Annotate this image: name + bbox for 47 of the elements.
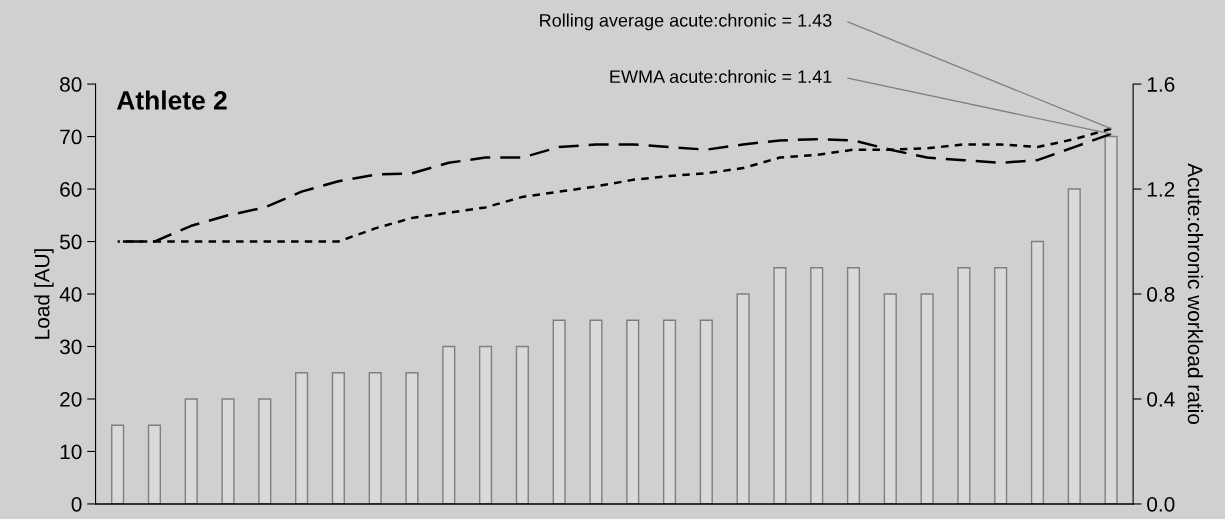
y-tick-label: 70 [60, 129, 82, 145]
y-tick-label: 30 [59, 339, 82, 355]
y-tick-label: 20 [60, 391, 82, 407]
bar [1104, 135, 1118, 504]
bar [810, 267, 824, 504]
y2-axis-title: Acute:chronic workload ratio [1187, 163, 1204, 424]
y-tick-label: 60 [60, 182, 82, 197]
text: EWMA acute:chronic = 1.41 [610, 69, 832, 84]
y-tick-label: 10 [60, 444, 82, 460]
bar [295, 372, 309, 504]
bar [368, 372, 382, 504]
bar [736, 293, 750, 504]
bar [184, 398, 198, 504]
bar [1030, 240, 1045, 504]
y2-tick-label: 0.0 [1147, 496, 1175, 512]
bar [221, 398, 235, 504]
y2-tick-label: 0.8 [1147, 287, 1175, 302]
bar [258, 398, 272, 504]
bar [147, 424, 162, 504]
bar [699, 319, 713, 504]
y-axis-title: Load [AU] [34, 249, 54, 339]
bar [626, 319, 640, 504]
y-tick-label: 40 [59, 287, 82, 302]
y2-tick-label: 1.6 [1147, 77, 1175, 92]
bar [846, 267, 861, 504]
bar [883, 293, 897, 504]
bar [515, 345, 529, 504]
bar [331, 372, 345, 504]
bar [442, 345, 456, 504]
bar [662, 319, 677, 504]
bar [1067, 188, 1081, 504]
bar [589, 319, 603, 504]
bar [957, 267, 971, 504]
chart-title: Athlete 2 [116, 90, 227, 110]
y2-tick-label: 1.2 [1147, 182, 1175, 197]
text: Rolling average acute:chronic = 1.43 [540, 13, 832, 31]
bar [405, 372, 419, 504]
bar [552, 319, 566, 504]
y-tick-label: 0 [71, 496, 82, 512]
y-tick-label: 80 [60, 77, 82, 92]
bar [920, 293, 934, 504]
y2-tick-label: 0.4 [1147, 391, 1175, 407]
bar [478, 345, 493, 504]
y-tick-label: 50 [60, 234, 82, 250]
bar [111, 424, 125, 504]
bar [994, 267, 1008, 504]
bar [773, 267, 787, 504]
